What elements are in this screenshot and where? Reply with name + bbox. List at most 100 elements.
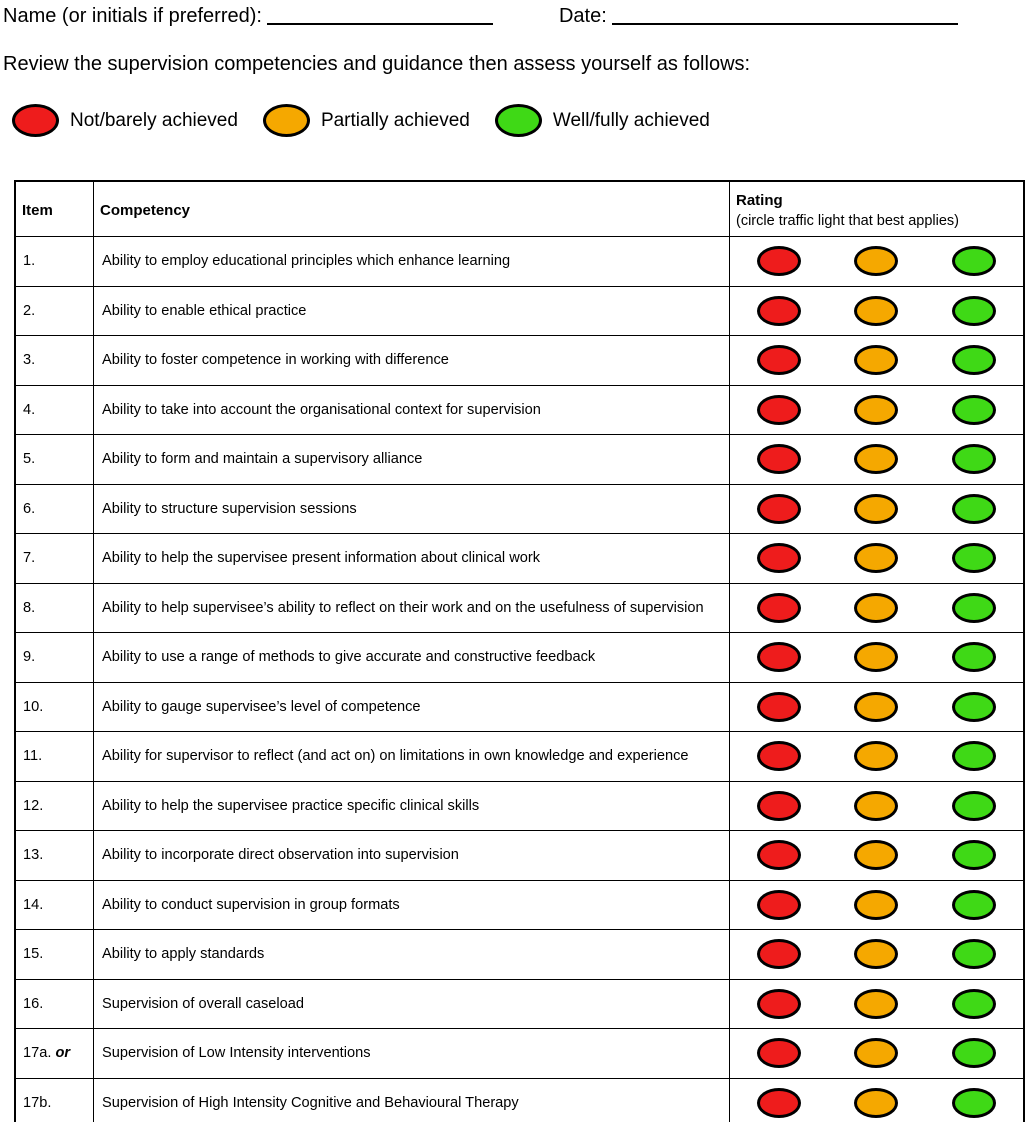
red-light-icon (12, 104, 59, 137)
red-light-option[interactable] (756, 741, 801, 772)
red-light-option[interactable] (756, 691, 801, 722)
traffic-lights (730, 592, 1023, 623)
green-light-option[interactable] (952, 345, 997, 376)
green-light-option[interactable] (952, 840, 997, 871)
red-light-option[interactable] (756, 1087, 801, 1118)
item-number-cell: 9. (14, 632, 94, 683)
red-light-option[interactable] (756, 295, 801, 326)
red-light-option[interactable] (756, 939, 801, 970)
amber-light-option[interactable] (854, 889, 899, 920)
red-light-option[interactable] (756, 988, 801, 1019)
rating-cell (729, 434, 1025, 485)
name-blank-line[interactable] (266, 7, 493, 25)
amber-light-option[interactable] (854, 246, 899, 277)
amber-light-option[interactable] (854, 741, 899, 772)
traffic-lights (730, 889, 1023, 920)
date-blank-line[interactable] (611, 7, 958, 25)
table-row: 4. Ability to take into account the organ… (14, 384, 1025, 435)
competency-cell: Ability to foster competence in working … (93, 335, 730, 386)
competency-cell: Ability to gauge supervisee’s level of c… (93, 681, 730, 732)
amber-light-option[interactable] (854, 1087, 899, 1118)
amber-light-option[interactable] (854, 939, 899, 970)
red-light-option[interactable] (756, 493, 801, 524)
item-number-cell: 3. (14, 335, 94, 386)
competency-cell: Ability to take into account the organis… (93, 384, 730, 435)
green-light-option[interactable] (952, 1087, 997, 1118)
rating-cell (729, 384, 1025, 435)
red-light-option[interactable] (756, 444, 801, 475)
rating-cell (729, 681, 1025, 732)
traffic-lights (730, 741, 1023, 772)
table-row: 16. Supervision of overall caseload (14, 978, 1025, 1029)
amber-light-option[interactable] (854, 592, 899, 623)
green-light-option[interactable] (952, 988, 997, 1019)
amber-light-option[interactable] (854, 1038, 899, 1069)
traffic-lights (730, 790, 1023, 821)
green-light-option[interactable] (952, 691, 997, 722)
legend-item: Well/fully achieved (494, 104, 710, 137)
amber-light-option[interactable] (854, 840, 899, 871)
green-light-option[interactable] (952, 642, 997, 673)
red-light-option[interactable] (756, 394, 801, 425)
green-light-option[interactable] (952, 939, 997, 970)
green-light-option[interactable] (952, 493, 997, 524)
competency-cell: Ability to help the supervisee present i… (93, 533, 730, 584)
item-number-cell: 6. (14, 483, 94, 534)
table-row: 9. Ability to use a range of methods to g… (14, 632, 1025, 683)
green-light-option[interactable] (952, 592, 997, 623)
competency-cell: Ability to use a range of methods to giv… (93, 632, 730, 683)
red-light-option[interactable] (756, 840, 801, 871)
rating-cell (729, 1028, 1025, 1079)
date-label: Date: (558, 5, 607, 27)
item-number-cell: 4. (14, 384, 94, 435)
red-light-option[interactable] (756, 889, 801, 920)
red-light-option[interactable] (756, 790, 801, 821)
green-light-option[interactable] (952, 741, 997, 772)
green-light-option[interactable] (952, 394, 997, 425)
item-number-cell: 8. (14, 582, 94, 633)
red-light-option[interactable] (756, 1038, 801, 1069)
green-light-option[interactable] (952, 790, 997, 821)
item-number-cell: 13. (14, 830, 94, 881)
green-light-option[interactable] (952, 543, 997, 574)
competency-table-header: Item Competency Rating (circle traffic l… (14, 180, 1025, 237)
rating-cell (729, 582, 1025, 633)
green-light-option[interactable] (952, 1038, 997, 1069)
green-light-option[interactable] (952, 444, 997, 475)
item-number-cell: 15. (14, 929, 94, 980)
item-column-header: Item (14, 180, 94, 237)
amber-light-option[interactable] (854, 988, 899, 1019)
table-row: 12. Ability to help the supervisee practi… (14, 780, 1025, 831)
amber-light-option[interactable] (854, 642, 899, 673)
amber-light-option[interactable] (854, 543, 899, 574)
red-light-option[interactable] (756, 642, 801, 673)
rating-cell (729, 632, 1025, 683)
red-light-option[interactable] (756, 246, 801, 277)
red-light-option[interactable] (756, 543, 801, 574)
green-light-option[interactable] (952, 889, 997, 920)
amber-light-option[interactable] (854, 394, 899, 425)
amber-light-option[interactable] (854, 790, 899, 821)
amber-light-option[interactable] (854, 444, 899, 475)
amber-light-option[interactable] (854, 295, 899, 326)
competency-cell: Supervision of Low Intensity interventio… (93, 1028, 730, 1079)
green-light-option[interactable] (952, 246, 997, 277)
item-number-cell: 1. (14, 236, 94, 287)
traffic-lights (730, 988, 1023, 1019)
amber-light-option[interactable] (854, 691, 899, 722)
red-light-option[interactable] (756, 345, 801, 376)
table-row: 17b. Supervision of High Intensity Cognit… (14, 1077, 1025, 1122)
rating-cell (729, 533, 1025, 584)
amber-light-option[interactable] (854, 493, 899, 524)
amber-light-option[interactable] (854, 345, 899, 376)
red-light-option[interactable] (756, 592, 801, 623)
green-light-option[interactable] (952, 295, 997, 326)
rating-cell (729, 1077, 1025, 1122)
traffic-lights (730, 691, 1023, 722)
traffic-lights (730, 1087, 1023, 1118)
traffic-lights (730, 444, 1023, 475)
rating-column-header: Rating (circle traffic light that best a… (729, 180, 1025, 237)
table-row: 1. Ability to employ educational principl… (14, 236, 1025, 287)
legend-label: Not/barely achieved (70, 109, 238, 131)
